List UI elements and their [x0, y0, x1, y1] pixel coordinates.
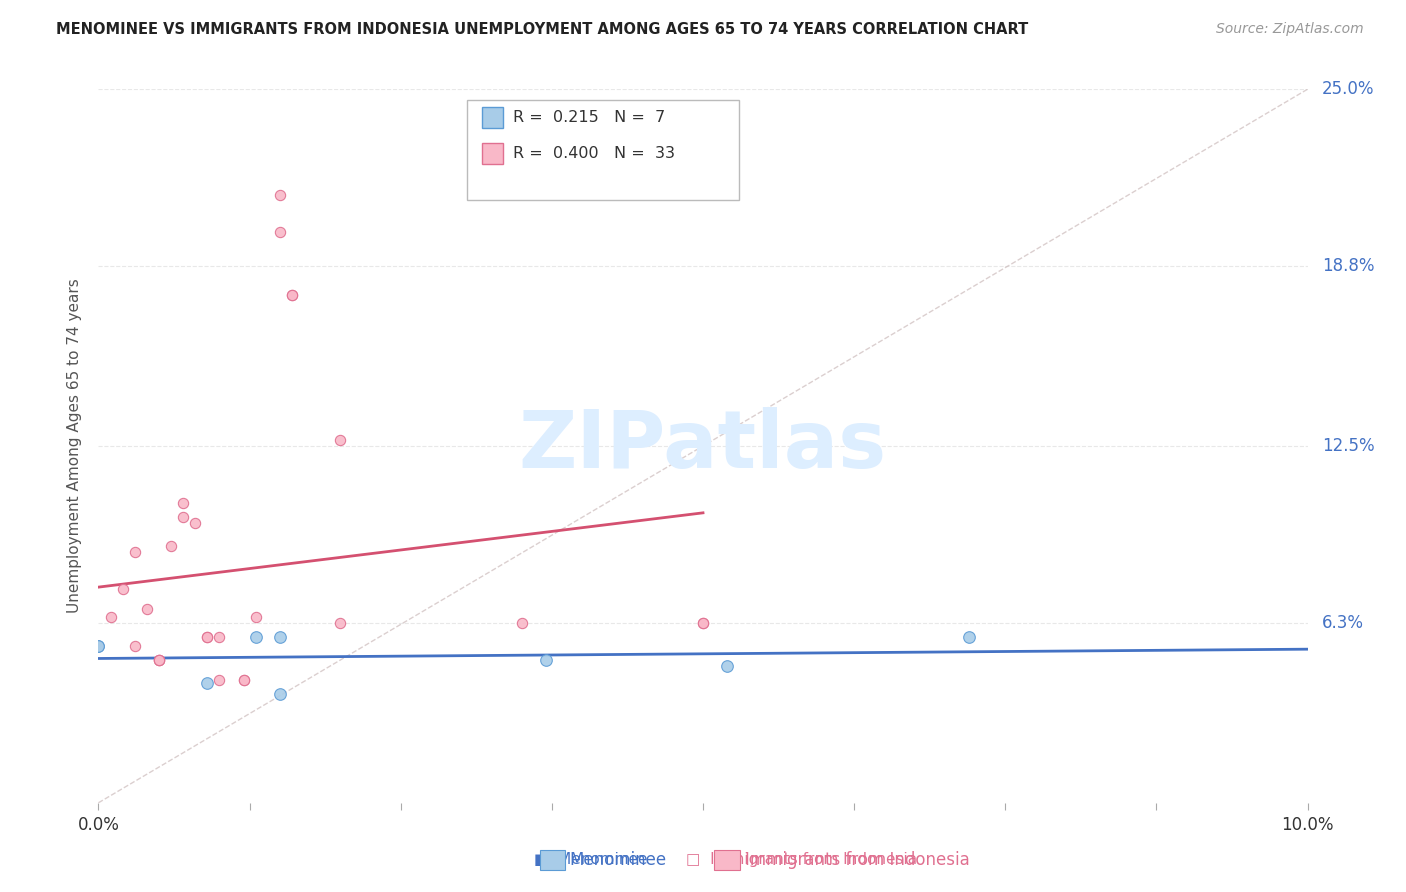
Point	[100, 610, 122, 624]
Text: Source: ZipAtlas.com: Source: ZipAtlas.com	[1216, 22, 1364, 37]
Text: 0.0%: 0.0%	[77, 815, 120, 834]
Point	[148, 653, 170, 667]
Point	[195, 630, 218, 644]
Point	[87, 639, 110, 653]
Text: Menominee: Menominee	[569, 851, 666, 869]
Point	[716, 658, 738, 673]
Point	[232, 673, 254, 687]
Text: 6.3%: 6.3%	[1322, 614, 1364, 632]
Y-axis label: Unemployment Among Ages 65 to 74 years: Unemployment Among Ages 65 to 74 years	[67, 278, 83, 614]
Point	[87, 639, 110, 653]
Point	[160, 539, 183, 553]
Text: ■  Menominee: ■ Menominee	[534, 852, 647, 867]
Point	[124, 544, 146, 558]
Point	[245, 630, 267, 644]
Point	[87, 639, 110, 653]
Point	[269, 225, 291, 239]
Point	[269, 630, 291, 644]
Point	[172, 496, 194, 510]
Point	[148, 653, 170, 667]
Point	[135, 601, 157, 615]
Point	[87, 639, 110, 653]
Point	[208, 673, 231, 687]
Point	[87, 639, 110, 653]
Point	[148, 653, 170, 667]
Point	[87, 639, 110, 653]
Point	[195, 630, 218, 644]
Point	[281, 287, 304, 301]
Point	[172, 510, 194, 524]
Point	[269, 187, 291, 202]
Point	[208, 630, 231, 644]
Point	[232, 673, 254, 687]
Point	[329, 615, 352, 630]
Text: 25.0%: 25.0%	[1322, 80, 1375, 98]
Point	[184, 516, 207, 530]
Point	[692, 615, 714, 630]
Point	[957, 630, 980, 644]
Point	[245, 610, 267, 624]
Text: □  Immigrants from Indonesia: □ Immigrants from Indonesia	[686, 852, 917, 867]
Text: R =  0.215   N =  7: R = 0.215 N = 7	[513, 111, 665, 125]
Point	[534, 653, 557, 667]
Text: Immigrants from Indonesia: Immigrants from Indonesia	[745, 851, 970, 869]
Text: MENOMINEE VS IMMIGRANTS FROM INDONESIA UNEMPLOYMENT AMONG AGES 65 TO 74 YEARS CO: MENOMINEE VS IMMIGRANTS FROM INDONESIA U…	[56, 22, 1029, 37]
Point	[281, 287, 304, 301]
Point	[510, 615, 533, 630]
Point	[87, 639, 110, 653]
Text: R =  0.400   N =  33: R = 0.400 N = 33	[513, 146, 675, 161]
FancyBboxPatch shape	[467, 100, 740, 200]
Point	[692, 615, 714, 630]
Point	[195, 676, 218, 690]
Text: 18.8%: 18.8%	[1322, 257, 1375, 275]
Text: 10.0%: 10.0%	[1281, 815, 1334, 834]
Text: 12.5%: 12.5%	[1322, 437, 1375, 455]
FancyBboxPatch shape	[482, 107, 503, 128]
Point	[269, 687, 291, 701]
Text: ZIPatlas: ZIPatlas	[519, 407, 887, 485]
Point	[329, 434, 352, 448]
Point	[124, 639, 146, 653]
FancyBboxPatch shape	[482, 143, 503, 164]
Point	[111, 582, 134, 596]
